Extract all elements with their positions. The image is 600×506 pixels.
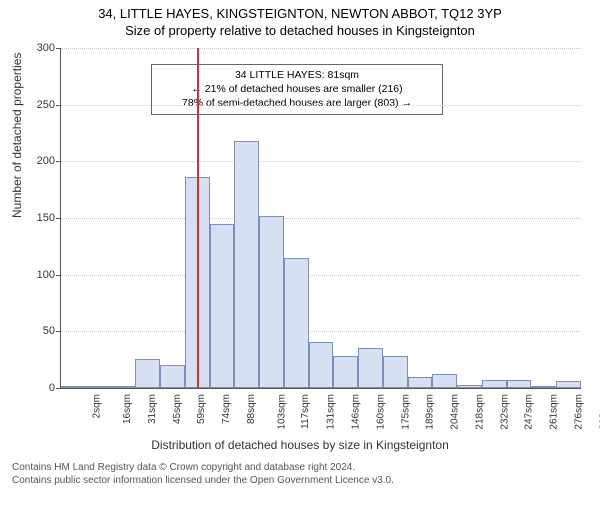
annot-line2: ← 21% of detached houses are smaller (21… <box>158 82 436 96</box>
x-tick-label: 204sqm <box>450 394 461 430</box>
x-tick-label: 189sqm <box>425 394 436 430</box>
x-tick-label: 131sqm <box>326 394 337 430</box>
histogram-bar <box>86 386 111 388</box>
x-tick-label: 218sqm <box>474 394 485 430</box>
histogram-bar <box>61 386 86 388</box>
histogram-bar <box>333 356 358 388</box>
y-tick-mark <box>56 48 60 49</box>
y-tick-label: 300 <box>0 42 55 54</box>
y-tick-label: 50 <box>0 325 55 337</box>
x-tick-label: 45sqm <box>172 394 183 424</box>
footer-line1: Contains HM Land Registry data © Crown c… <box>12 462 590 475</box>
chart-container: Number of detached properties 34 LITTLE … <box>0 38 600 458</box>
chart-title-main: 34, LITTLE HAYES, KINGSTEIGNTON, NEWTON … <box>0 6 600 21</box>
y-tick-mark <box>56 218 60 219</box>
histogram-bar <box>111 386 136 388</box>
reference-line <box>197 48 199 388</box>
plot-area: 34 LITTLE HAYES: 81sqm ← 21% of detached… <box>60 48 581 389</box>
histogram-bar <box>309 342 334 388</box>
x-tick-label: 16sqm <box>122 394 133 424</box>
x-tick-label: 88sqm <box>246 394 257 424</box>
histogram-bar <box>482 380 507 388</box>
y-axis-label: Number of detached properties <box>10 53 24 218</box>
chart-title-sub: Size of property relative to detached ho… <box>0 23 600 38</box>
y-tick-label: 250 <box>0 99 55 111</box>
histogram-bar <box>358 348 383 388</box>
x-axis-label: Distribution of detached houses by size … <box>0 438 600 452</box>
y-tick-mark <box>56 388 60 389</box>
gridline <box>61 48 581 49</box>
y-tick-mark <box>56 161 60 162</box>
histogram-bar <box>408 377 433 388</box>
histogram-bar <box>457 385 482 388</box>
gridline <box>61 331 581 332</box>
footer: Contains HM Land Registry data © Crown c… <box>0 458 600 487</box>
x-tick-label: 276sqm <box>573 394 584 430</box>
histogram-bar <box>556 381 581 388</box>
x-tick-label: 2sqm <box>92 394 103 418</box>
x-tick-label: 117sqm <box>300 394 311 429</box>
gridline <box>61 218 581 219</box>
histogram-bar <box>531 386 556 388</box>
x-tick-label: 261sqm <box>549 394 560 430</box>
x-tick-label: 59sqm <box>196 394 207 424</box>
annot-line3: 78% of semi-detached houses are larger (… <box>158 96 436 110</box>
y-tick-label: 200 <box>0 155 55 167</box>
footer-line2: Contains public sector information licen… <box>12 475 590 488</box>
x-tick-label: 31sqm <box>147 394 158 424</box>
x-tick-label: 175sqm <box>400 394 411 430</box>
x-tick-label: 160sqm <box>375 394 386 430</box>
histogram-bar <box>383 356 408 388</box>
histogram-bar <box>432 374 457 388</box>
histogram-bar <box>160 365 185 388</box>
gridline <box>61 161 581 162</box>
histogram-bar <box>507 380 532 388</box>
y-tick-label: 0 <box>0 382 55 394</box>
histogram-bar <box>210 224 235 388</box>
annot-line1: 34 LITTLE HAYES: 81sqm <box>158 68 436 82</box>
histogram-bar <box>135 359 160 388</box>
y-tick-mark <box>56 105 60 106</box>
gridline <box>61 105 581 106</box>
x-tick-label: 247sqm <box>524 394 535 430</box>
annotation-box: 34 LITTLE HAYES: 81sqm ← 21% of detached… <box>151 64 443 115</box>
y-tick-mark <box>56 331 60 332</box>
x-tick-label: 103sqm <box>276 394 287 430</box>
histogram-bar <box>284 258 309 388</box>
x-tick-label: 232sqm <box>499 394 510 430</box>
x-tick-label: 74sqm <box>221 394 232 424</box>
x-tick-label: 146sqm <box>351 394 362 430</box>
histogram-bar <box>259 216 284 388</box>
y-tick-mark <box>56 275 60 276</box>
y-tick-label: 150 <box>0 212 55 224</box>
gridline <box>61 275 581 276</box>
histogram-bar <box>234 141 259 388</box>
y-tick-label: 100 <box>0 269 55 281</box>
